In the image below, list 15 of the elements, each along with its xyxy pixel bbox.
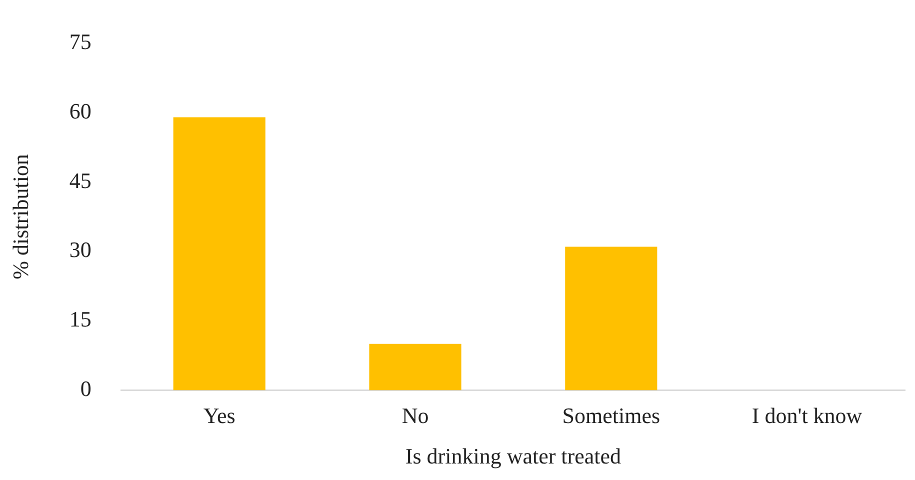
bar bbox=[565, 246, 658, 390]
y-tick-label: 15 bbox=[69, 306, 92, 332]
x-tick-label: Sometimes bbox=[562, 403, 660, 428]
x-tick-label: No bbox=[402, 403, 429, 428]
y-tick-label: 45 bbox=[69, 168, 92, 193]
y-axis-title: % distribution bbox=[8, 154, 33, 280]
x-tick-label: I don't know bbox=[752, 403, 862, 428]
y-tick-label: 30 bbox=[69, 237, 92, 262]
x-tick-label: Yes bbox=[203, 403, 236, 428]
y-tick-label: 0 bbox=[80, 376, 92, 401]
bar bbox=[369, 344, 462, 390]
y-tick-label: 75 bbox=[69, 28, 92, 54]
y-tick-label: 60 bbox=[69, 98, 92, 124]
x-axis-title: Is drinking water treated bbox=[405, 444, 622, 469]
bar bbox=[173, 117, 266, 390]
